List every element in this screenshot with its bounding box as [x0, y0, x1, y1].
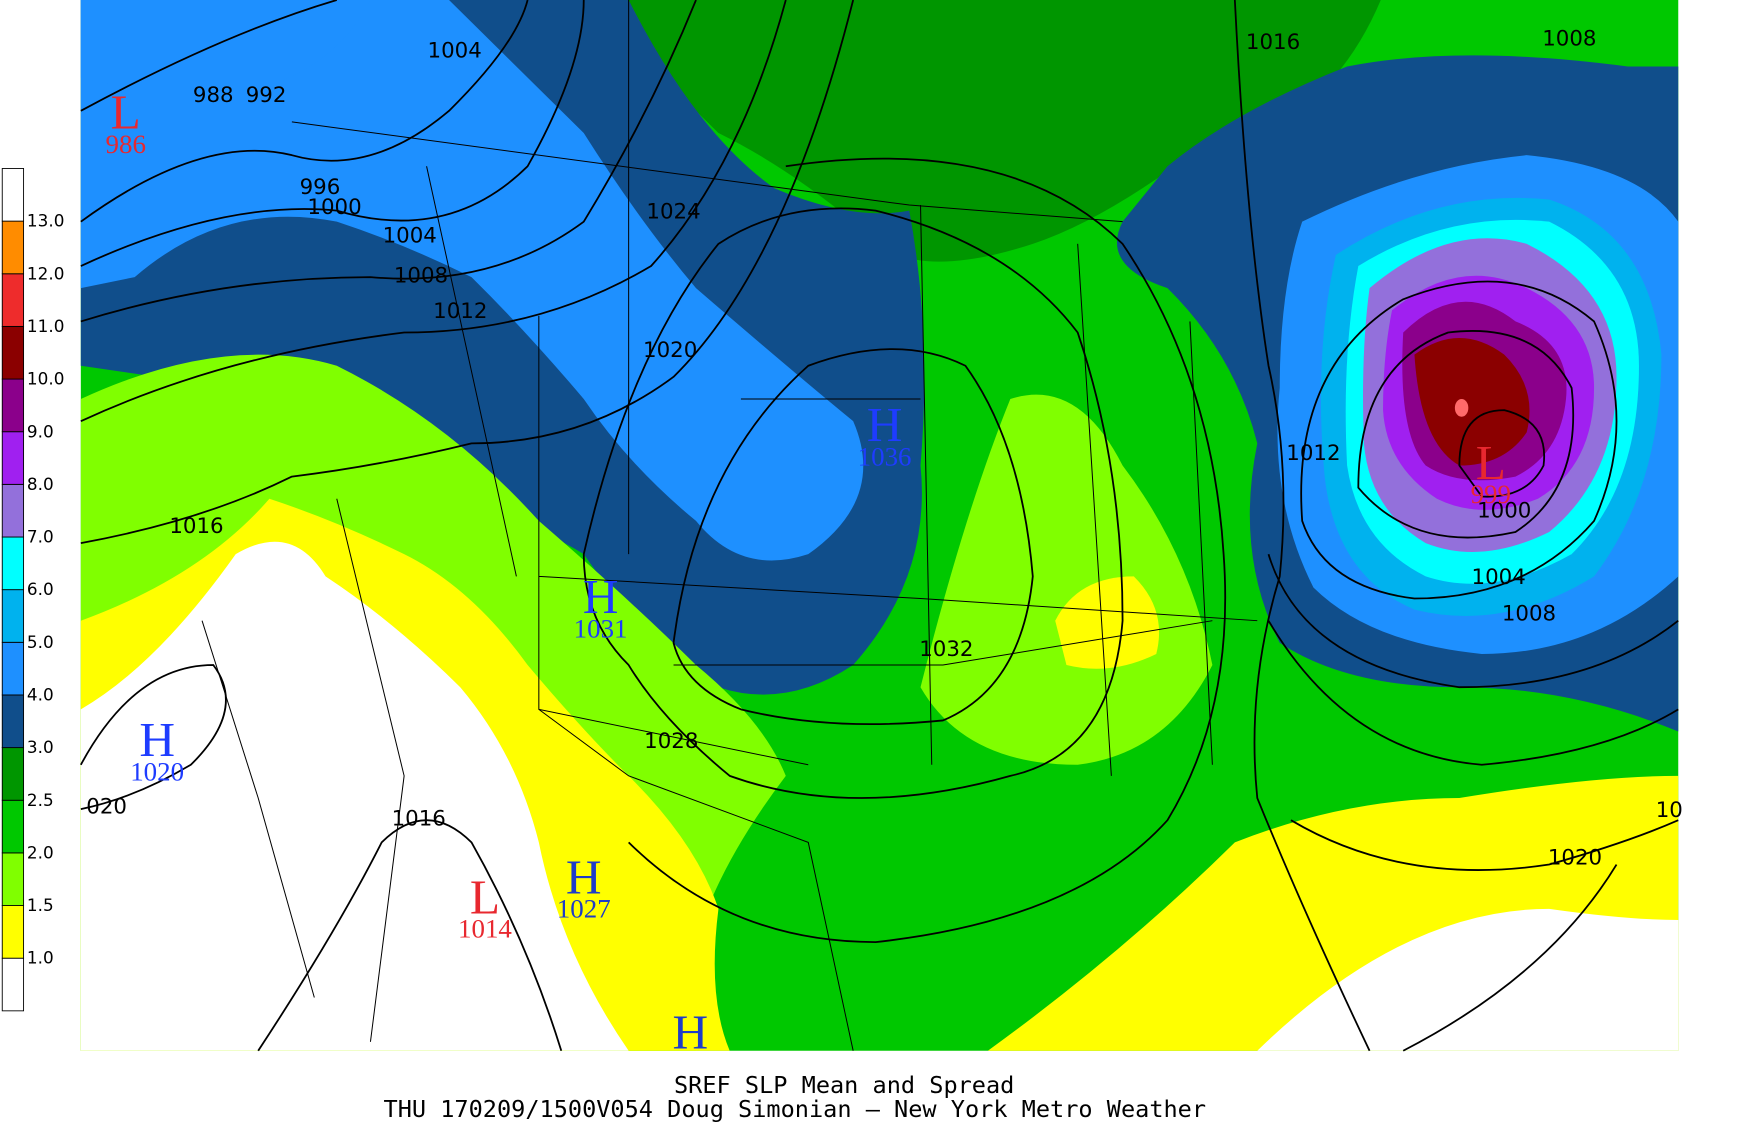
isobar-label: 1016 — [392, 806, 446, 831]
center-letter: H — [867, 397, 903, 452]
colorbar-label: 4.0 — [27, 685, 54, 705]
isobar-label: 1004 — [428, 38, 482, 63]
isobar-label: 992 — [246, 82, 287, 107]
spread-field — [80, 0, 1679, 1051]
colorbar-label: 9.0 — [27, 421, 54, 441]
colorbar-swatch — [1, 747, 25, 801]
colorbar-label: 12.0 — [27, 263, 64, 283]
isobar-label: 1024 — [646, 198, 700, 223]
center-letter: H — [673, 1005, 709, 1060]
colorbar-swatch — [1, 852, 25, 906]
isobar-label: 1020 — [643, 337, 697, 362]
colorbar-label: 1.5 — [27, 895, 54, 915]
colorbar-swatch — [1, 694, 25, 749]
colorbar-swatch — [1, 957, 25, 1012]
isobar-label: 1008 — [1542, 26, 1596, 51]
colorbar-label: 10.0 — [27, 369, 64, 389]
isobar-label: 1004 — [1472, 564, 1526, 589]
colorbar-swatch — [1, 536, 25, 591]
center-letter: H — [139, 712, 175, 767]
center-letter: H — [566, 850, 602, 905]
isobar-label: 1000 — [307, 194, 361, 219]
colorbar-label: 7.0 — [27, 527, 54, 547]
isobar-label: 020 — [86, 794, 127, 819]
colorbar-label: 1.0 — [27, 948, 54, 968]
colorbar-swatch — [1, 325, 25, 380]
colorbar-swatch — [1, 220, 25, 275]
colorbar-swatch — [1, 905, 25, 959]
colorbar-swatch — [1, 799, 25, 854]
colorbar-swatch — [1, 168, 25, 222]
isobar-label: 1032 — [919, 636, 973, 661]
colorbar-swatch — [1, 641, 25, 696]
center-value: 999 — [1471, 479, 1511, 509]
colorbar-label: 3.0 — [27, 737, 54, 757]
isobar-label: 10 — [1656, 797, 1683, 822]
colorbar-label: 6.0 — [27, 579, 54, 599]
center-letter: L — [1476, 435, 1506, 490]
colorbar-label: 2.0 — [27, 843, 54, 863]
center-value: 1014 — [458, 914, 512, 944]
isobars — [80, 0, 1679, 1052]
map-subtitle: THU 170209/1500V054 Doug Simonian – New … — [384, 1095, 1207, 1123]
colorbar-swatch — [1, 431, 25, 485]
center-value: 1036 — [858, 442, 912, 472]
center-value: 986 — [106, 129, 146, 159]
colorbar-label: 8.0 — [27, 474, 54, 494]
isobar-label: 1012 — [1286, 440, 1340, 465]
colorbar-swatch — [1, 589, 25, 643]
isobar-label: 1008 — [1502, 601, 1556, 626]
colorbar-swatch — [1, 273, 25, 327]
isobar-label: 1016 — [169, 513, 223, 538]
center-letter: H — [583, 569, 619, 624]
map-title: SREF SLP Mean and Spread — [674, 1071, 1014, 1099]
isobar-label: 1000 — [1477, 498, 1531, 523]
colorbar-swatch — [1, 483, 25, 538]
borders — [201, 0, 1258, 1051]
colorbar-label: 5.0 — [27, 632, 54, 652]
isobar-label: 1028 — [644, 728, 698, 753]
colorbar-label: 13.0 — [27, 211, 64, 231]
isobar-label: 1020 — [1548, 845, 1602, 870]
isobar-label: 1012 — [433, 298, 487, 323]
center-value: 1020 — [130, 756, 184, 786]
isobar-label: 988 — [193, 82, 234, 107]
colorbar: 1.0 1.5 2.0 2.5 3.0 4.0 5.0 6.0 7.0 8.0 9.0 10.0 11.… — [1, 168, 64, 1012]
center-letter: L — [470, 870, 500, 925]
center-value: 1027 — [557, 894, 611, 924]
isobar-label: 996 — [300, 174, 341, 199]
center-letter: L — [111, 85, 141, 140]
center-value: 1031 — [574, 613, 628, 643]
colorbar-label: 2.5 — [27, 790, 54, 810]
colorbar-swatch — [1, 378, 25, 433]
isobar-label: 1004 — [383, 223, 437, 248]
isobar-label: 1016 — [1246, 29, 1300, 54]
isobar-label: 1008 — [394, 263, 448, 288]
colorbar-label: 11.0 — [27, 316, 64, 336]
